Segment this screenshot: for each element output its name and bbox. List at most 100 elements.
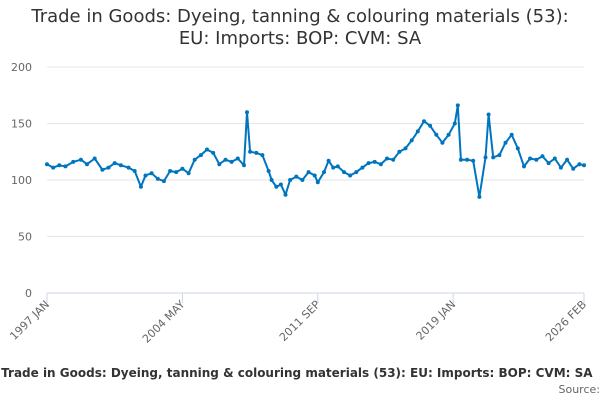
data-point-0-35[interactable] (260, 153, 265, 158)
data-point-0-15[interactable] (143, 173, 148, 178)
data-point-0-55[interactable] (366, 161, 371, 166)
data-point-0-41[interactable] (288, 178, 293, 182)
data-point-0-68[interactable] (446, 132, 451, 137)
data-point-0-60[interactable] (397, 149, 402, 154)
data-point-0-49[interactable] (331, 165, 336, 170)
data-point-0-42[interactable] (294, 174, 299, 179)
data-point-0-31[interactable] (242, 163, 246, 168)
data-point-0-79[interactable] (503, 140, 508, 145)
data-point-0-80[interactable] (509, 132, 514, 137)
data-point-0-27[interactable] (217, 162, 222, 167)
data-point-0-28[interactable] (223, 157, 228, 162)
data-point-0-18[interactable] (161, 179, 166, 184)
data-point-0-74[interactable] (477, 194, 482, 199)
data-point-0-48[interactable] (326, 158, 331, 163)
data-point-0-13[interactable] (132, 169, 137, 173)
data-point-0-20[interactable] (174, 170, 179, 175)
data-point-0-38[interactable] (274, 184, 279, 189)
data-point-0-14[interactable] (138, 184, 143, 189)
data-point-0-3[interactable] (63, 164, 68, 169)
data-point-0-30[interactable] (235, 156, 240, 161)
data-point-0-2[interactable] (57, 163, 62, 168)
data-point-0-23[interactable] (192, 157, 197, 162)
data-point-0-4[interactable] (71, 159, 76, 164)
data-point-0-5[interactable] (78, 157, 83, 162)
data-point-0-24[interactable] (198, 153, 203, 158)
data-point-0-36[interactable] (266, 169, 271, 173)
data-point-0-50[interactable] (335, 164, 340, 169)
data-point-0-53[interactable] (354, 170, 359, 175)
data-point-0-83[interactable] (528, 156, 533, 161)
data-point-0-22[interactable] (186, 171, 191, 176)
data-point-0-59[interactable] (391, 157, 396, 162)
data-point-0-46[interactable] (315, 180, 320, 185)
data-point-0-26[interactable] (211, 150, 216, 155)
data-point-0-34[interactable] (254, 150, 259, 155)
x-tick-label-2: 2011 SEP (277, 298, 323, 344)
data-point-0-67[interactable] (440, 140, 445, 145)
x-tick-label-0: 1997 JAN (7, 298, 52, 343)
data-point-0-65[interactable] (428, 123, 433, 128)
data-point-0-12[interactable] (126, 165, 131, 170)
chart-title: Trade in Goods: Dyeing, tanning & colour… (0, 6, 600, 50)
legend[interactable]: - Trade in Goods: Dyeing, tanning & colo… (0, 366, 600, 380)
data-point-0-37[interactable] (269, 178, 274, 182)
series-line-0[interactable] (46, 104, 585, 198)
data-point-0-51[interactable] (342, 170, 346, 175)
data-point-0-58[interactable] (385, 156, 389, 161)
data-point-0-40[interactable] (283, 192, 288, 197)
data-point-0-63[interactable] (415, 129, 420, 134)
data-point-0-57[interactable] (378, 162, 383, 167)
data-point-0-85[interactable] (540, 154, 545, 159)
data-point-0-54[interactable] (360, 165, 365, 170)
data-point-0-7[interactable] (92, 156, 97, 161)
data-point-0-45[interactable] (312, 173, 317, 178)
data-point-0-66[interactable] (434, 132, 439, 137)
data-point-0-10[interactable] (112, 161, 117, 166)
data-point-0-44[interactable] (306, 170, 311, 175)
data-point-0-78[interactable] (497, 153, 502, 158)
data-point-0-77[interactable] (491, 155, 496, 160)
data-point-0-9[interactable] (106, 165, 111, 170)
grid-lines (47, 66, 584, 237)
data-point-0-72[interactable] (465, 157, 470, 162)
data-point-0-90[interactable] (571, 166, 576, 171)
data-point-0-56[interactable] (372, 159, 377, 164)
data-point-0-64[interactable] (422, 119, 426, 124)
data-point-0-8[interactable] (100, 167, 105, 172)
data-point-0-6[interactable] (85, 162, 89, 167)
data-point-0-47[interactable] (322, 170, 326, 175)
data-point-0-75[interactable] (483, 155, 488, 160)
data-point-0-32[interactable] (245, 110, 249, 115)
data-point-0-84[interactable] (534, 157, 539, 162)
data-point-0-39[interactable] (278, 182, 283, 187)
data-point-0-73[interactable] (471, 158, 476, 163)
data-point-0-52[interactable] (348, 173, 353, 178)
data-point-0-61[interactable] (403, 146, 408, 151)
data-point-0-71[interactable] (458, 157, 463, 162)
data-point-0-87[interactable] (552, 156, 557, 161)
data-point-0-70[interactable] (455, 103, 460, 108)
data-point-0-89[interactable] (565, 157, 570, 162)
data-point-0-17[interactable] (155, 176, 160, 181)
data-point-0-69[interactable] (452, 121, 457, 126)
data-point-0-76[interactable] (486, 112, 491, 117)
data-point-0-62[interactable] (409, 138, 414, 143)
data-point-0-19[interactable] (168, 169, 173, 173)
data-point-0-86[interactable] (546, 161, 551, 166)
data-point-0-21[interactable] (180, 166, 185, 171)
data-point-0-88[interactable] (558, 165, 563, 170)
data-point-0-91[interactable] (577, 162, 582, 167)
data-point-0-1[interactable] (51, 165, 56, 170)
data-point-0-16[interactable] (149, 171, 154, 176)
data-point-0-43[interactable] (300, 178, 305, 182)
data-point-0-29[interactable] (229, 159, 234, 164)
data-point-0-11[interactable] (118, 163, 123, 168)
data-point-0-82[interactable] (522, 164, 526, 169)
data-point-0-25[interactable] (205, 147, 209, 152)
data-point-0-92[interactable] (582, 163, 586, 168)
data-point-0-33[interactable] (248, 149, 253, 154)
data-point-0-0[interactable] (45, 162, 49, 167)
data-point-0-81[interactable] (515, 146, 520, 151)
